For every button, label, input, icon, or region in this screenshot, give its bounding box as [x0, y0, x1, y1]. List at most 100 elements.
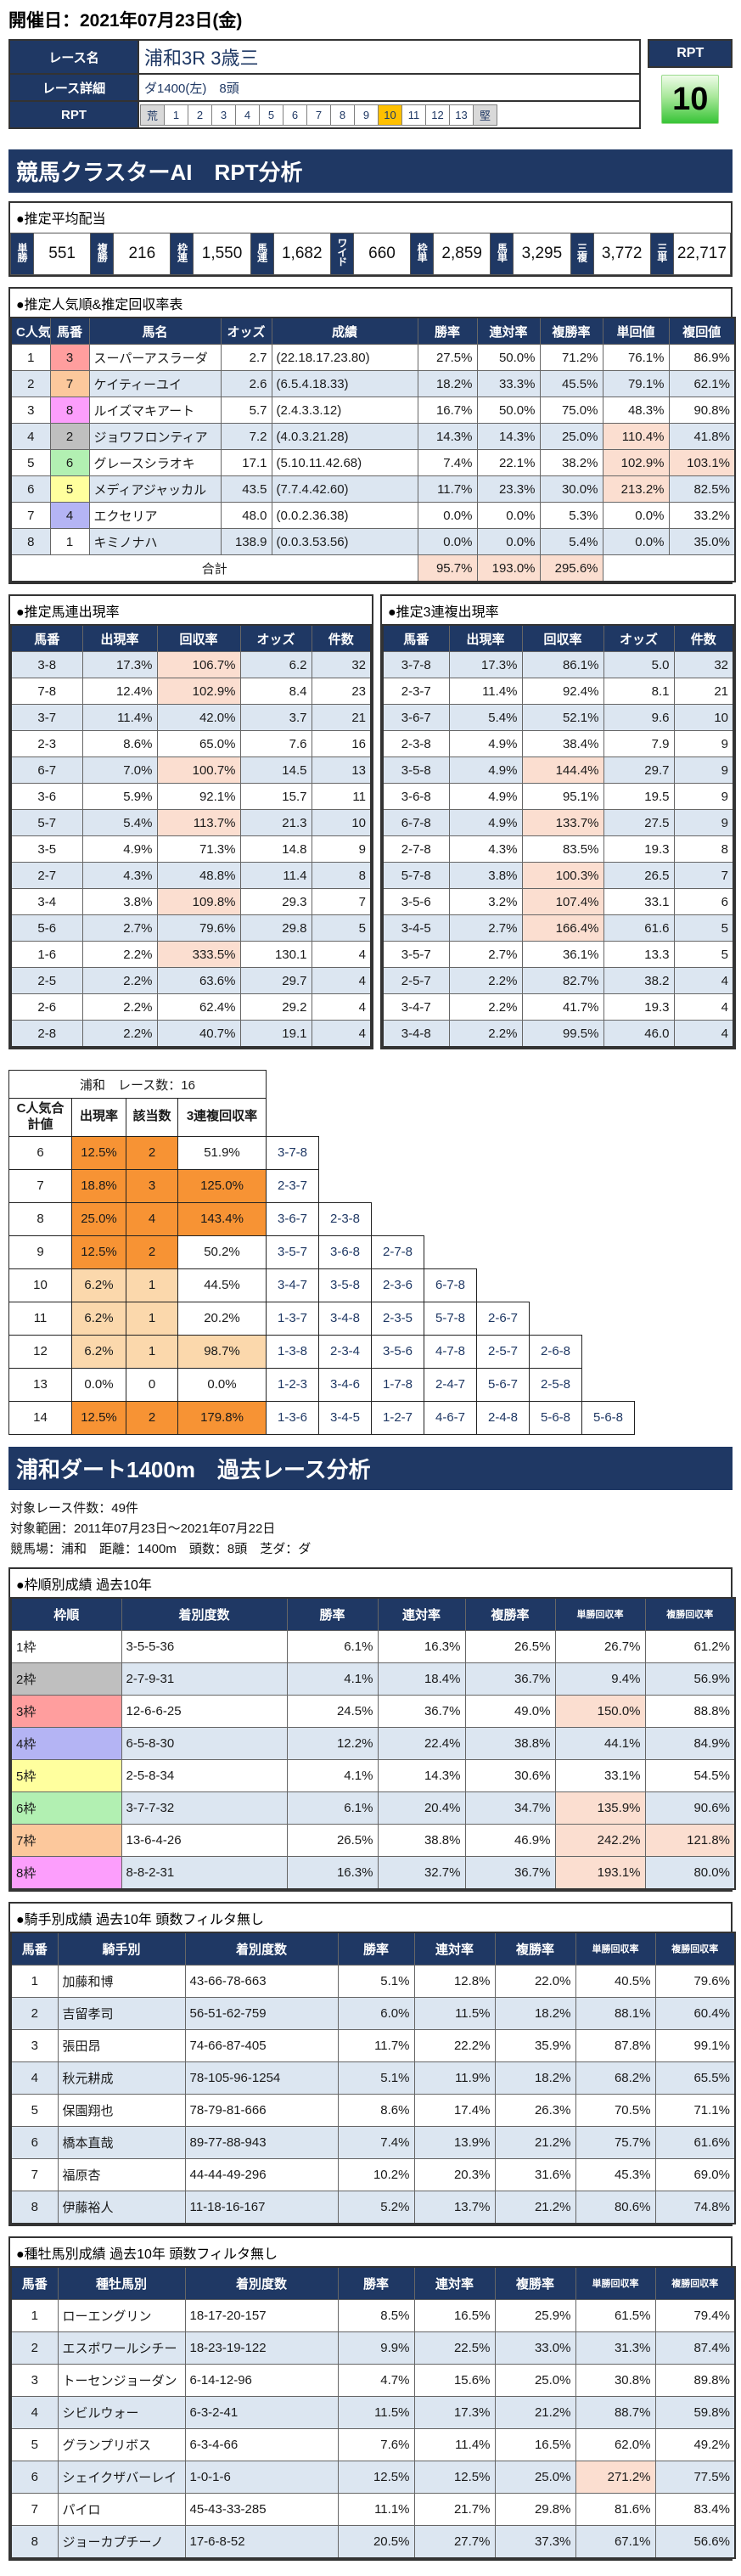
table-cell: オッズ — [239, 624, 312, 652]
table-cell: 60.4% — [654, 1996, 736, 2030]
table-cell: 7.6 — [239, 730, 312, 757]
table-cell — [602, 554, 736, 582]
table-cell: 馬名 — [88, 317, 222, 345]
race-name-row: レース名 浦和3R 3歳三 — [10, 41, 640, 75]
table-row: 馬番 種牡馬別 着別度数 勝率 連対率 複勝率 単勝回収率 複勝回収率 — [10, 2266, 736, 2300]
pair-tables: ●推定馬連出現率 馬番 出現率 回収率 オッズ 件数 3-8 17.3% 106.7% 6.2 3… — [8, 594, 736, 1060]
payout-label-text: ワイド — [335, 238, 348, 266]
table-cell: 36.1% — [521, 941, 604, 968]
table-cell: 14.8 — [239, 835, 312, 863]
table-row: 2-5 2.2% 63.6% 29.7 4 — [10, 967, 372, 994]
table-cell: 86.9% — [668, 344, 736, 371]
payout-value: 3,772 — [592, 233, 651, 275]
table-cell: 4 — [673, 993, 734, 1021]
table-cell: 3-5 — [10, 835, 83, 863]
table-cell: 5.3% — [539, 502, 603, 529]
table-cell: 41.7% — [521, 993, 604, 1021]
table-cell: オッズ — [220, 317, 272, 345]
table-cell: 2-8 — [10, 1020, 83, 1048]
table-cell: 45.3% — [575, 2157, 656, 2191]
table-cell: 32 — [311, 651, 372, 678]
table-cell: 2-5-8-34 — [121, 1758, 288, 1792]
table-row: 14 12.5% 2 179.8% 1-3-6 3-4-5 1-2-7 4-6-7 2-4-8 5… — [8, 1400, 635, 1435]
table-cell: 89.8% — [654, 2363, 736, 2397]
rpt-scale-cell: 13 — [449, 104, 474, 126]
table-cell: 3-4-5 — [318, 1400, 372, 1435]
rpt-value-box: 10 — [648, 68, 733, 124]
table-cell: 2-7-9-31 — [121, 1662, 288, 1696]
table-cell: 29.8% — [494, 2492, 576, 2526]
table-cell: 3-6-8 — [382, 783, 450, 810]
table-cell: 18-17-20-157 — [184, 2298, 339, 2332]
table-cell: パイロ — [57, 2492, 186, 2526]
table-row: 5-7 5.4% 113.7% 21.3 10 — [10, 809, 372, 836]
table-cell: 44-44-49-296 — [184, 2157, 339, 2191]
table-cell: 14.5 — [239, 756, 312, 784]
rpt-scale-row: RPT 荒 1 2 3 4 5 6 7 8 9 10 11 12 13 堅 — [10, 102, 639, 127]
table-cell: 0.0% — [602, 502, 670, 529]
table-cell: 回収率 — [156, 624, 241, 652]
table-cell: 5 — [673, 941, 734, 968]
table-row: 3-6 5.9% 92.1% 15.7 11 — [10, 783, 372, 810]
table-cell: 102.9% — [156, 678, 241, 705]
table-cell: 27.5 — [603, 809, 675, 836]
table-cell: 1-3-6 — [266, 1400, 319, 1435]
table-cell: 連対率 — [413, 2266, 496, 2300]
table-cell: 83.5% — [521, 835, 604, 863]
table-cell: ジョーカプチーノ — [57, 2524, 186, 2558]
table-cell: 5.1% — [337, 1964, 415, 1998]
table-cell: 8-8-2-31 — [121, 1855, 288, 1889]
table-cell: 12 — [8, 1334, 72, 1369]
table-cell: シビルウォー — [57, 2395, 186, 2429]
table-cell: 3-4-8 — [318, 1301, 372, 1336]
table-cell: 福原杏 — [57, 2157, 186, 2191]
table-cell: 1 — [10, 344, 51, 371]
table-row: 5-7-8 3.8% 100.3% 26.5 7 — [382, 862, 734, 889]
table-cell: 複勝回収率 — [644, 1597, 736, 1631]
table-cell: 2-3-7 — [266, 1168, 319, 1203]
table-cell: 71.1% — [654, 2093, 736, 2127]
table-cell: 7.0% — [81, 756, 158, 784]
table-cell: 5-6-8 — [529, 1400, 582, 1435]
table-row: 4 2 ジョワフロンティア 7.2 (4.0.3.21.28) 14.3% 14.3% 25.… — [10, 423, 736, 450]
table-cell: 48.8% — [156, 862, 241, 889]
table-cell: 勝率 — [417, 317, 478, 345]
table-cell: 46.9% — [464, 1823, 556, 1857]
table-cell: シェイクザバーレイ — [57, 2460, 186, 2494]
table-cell: 4.3% — [81, 862, 158, 889]
table-cell: 26.5% — [464, 1629, 556, 1663]
table-cell: 6-14-12-96 — [184, 2363, 339, 2397]
table-cell: 38.2% — [539, 449, 603, 476]
table-row: 9 12.5% 2 50.2% 3-5-7 3-6-8 2-7-8 — [8, 1235, 635, 1269]
table-cell: 1枠 — [10, 1629, 122, 1663]
table-row: 5 グランプリボス 6-3-4-66 7.6% 11.4% 16.5% 62.0% 49.2% — [10, 2427, 736, 2461]
table-row: 2-7 4.3% 48.8% 11.4 8 — [10, 862, 372, 889]
payout-value: 216 — [113, 233, 171, 275]
rpt-scale-cell: 9 — [354, 104, 379, 126]
table-cell: 1-3-8 — [266, 1334, 319, 1369]
payout-label-text: 馬連 — [255, 242, 268, 262]
table-cell: 0.0% — [177, 1367, 267, 1402]
payout-value: 2,859 — [433, 233, 491, 275]
table-cell: 5-7 — [10, 809, 83, 836]
table-row: 3枠 12-6-6-25 24.5% 36.7% 49.0% 150.0% 88.8% — [10, 1694, 736, 1728]
table-row: 1枠 3-5-5-36 6.1% 16.3% 26.5% 26.7% 61.2% — [10, 1629, 736, 1663]
table-cell: 45.5% — [539, 370, 603, 397]
target-race-count: 対象レース件数：49件 — [10, 1500, 138, 1516]
table-row: 1 加藤和博 43-66-78-663 5.1% 12.8% 22.0% 40.5% 79.6… — [10, 1964, 736, 1998]
table-cell: 8.6% — [337, 2093, 415, 2127]
table-cell: 3.2% — [448, 888, 523, 915]
table-cell: 78-105-96-1254 — [184, 2061, 339, 2095]
table-cell: 74-66-87-405 — [184, 2028, 339, 2062]
table-row: 7-8 12.4% 102.9% 8.4 23 — [10, 678, 372, 705]
table-cell: 1 — [10, 2298, 59, 2332]
table-cell: 130.1 — [239, 941, 312, 968]
table-cell: 2-6 — [10, 993, 83, 1021]
table-cell: 馬番 — [10, 624, 83, 652]
table-cell: 12.8% — [413, 1964, 496, 1998]
table-row: 12 6.2% 1 98.7% 1-3-8 2-3-4 3-5-6 4-7-8 2-5-7 2-6… — [8, 1334, 635, 1369]
table-cell: グランプリボス — [57, 2427, 186, 2461]
table-cell: 22.5% — [413, 2331, 496, 2365]
table-cell: 14 — [8, 1400, 72, 1435]
table-cell: 複回値 — [668, 317, 736, 345]
